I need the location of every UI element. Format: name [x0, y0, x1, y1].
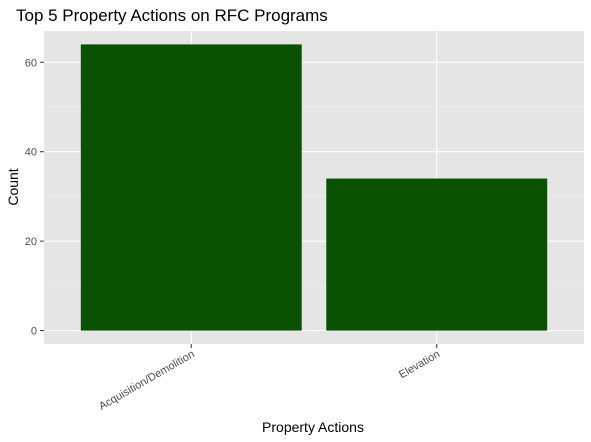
bar-elevation [326, 178, 548, 331]
bar-acquisition-demolition [80, 44, 302, 331]
y-axis-ticks: 0 20 40 60 [25, 57, 44, 338]
y-tick-label: 20 [25, 236, 37, 248]
bars [80, 44, 548, 331]
y-tick-label: 40 [25, 147, 37, 159]
chart-title: Top 5 Property Actions on RFC Programs [16, 6, 328, 25]
y-axis-title: Count [5, 168, 21, 205]
x-axis-title: Property Actions [262, 419, 364, 435]
y-tick-label: 0 [31, 326, 37, 338]
y-tick-label: 60 [25, 57, 37, 69]
x-axis-ticks: Acquisition/Demolition Elevation [97, 344, 442, 413]
x-tick-label: Elevation [397, 348, 442, 381]
x-tick-label: Acquisition/Demolition [97, 348, 197, 413]
